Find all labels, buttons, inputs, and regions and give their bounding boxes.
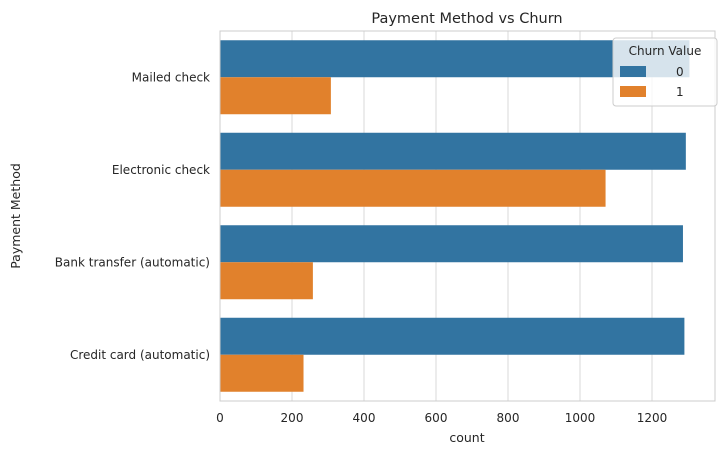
axes <box>219 30 716 402</box>
legend-title: Churn Value <box>629 44 702 58</box>
x-tick-label: 1200 <box>637 411 668 425</box>
x-tick-label: 0 <box>216 411 224 425</box>
bar-0-0 <box>220 40 690 78</box>
x-axis-title: count <box>449 430 484 445</box>
legend-label: 1 <box>676 85 684 99</box>
y-tick-label: Electronic check <box>112 163 210 177</box>
x-tick-label: 600 <box>425 411 448 425</box>
x-tick-label: 400 <box>353 411 376 425</box>
bar-1-3 <box>220 354 304 392</box>
plot-frame <box>219 30 716 402</box>
bar-0-3 <box>220 317 685 355</box>
bar-0-1 <box>220 132 686 170</box>
legend: Churn Value 01 <box>612 37 718 107</box>
y-axis-title: Payment Method <box>8 163 23 269</box>
bar-1-1 <box>220 169 606 207</box>
chart-title: Payment Method vs Churn <box>371 11 562 27</box>
legend-swatch <box>620 86 646 97</box>
bar-0-2 <box>220 225 683 263</box>
bar-1-2 <box>220 262 313 300</box>
y-tick-label: Bank transfer (automatic) <box>55 255 210 269</box>
bars <box>220 40 690 392</box>
legend-swatch <box>620 66 646 77</box>
y-tick-label: Mailed check <box>132 70 210 84</box>
y-tick-label: Credit card (automatic) <box>70 348 210 362</box>
tick-labels: 0 200 400 600 800 1000 1200 Mailed check Electro… <box>55 70 667 425</box>
bar-1-0 <box>220 77 331 115</box>
x-tick-label: 1000 <box>565 411 596 425</box>
legend-items: 01 <box>620 65 684 99</box>
x-tick-label: 200 <box>281 411 304 425</box>
x-tick-label: 800 <box>497 411 520 425</box>
legend-label: 0 <box>676 65 684 79</box>
